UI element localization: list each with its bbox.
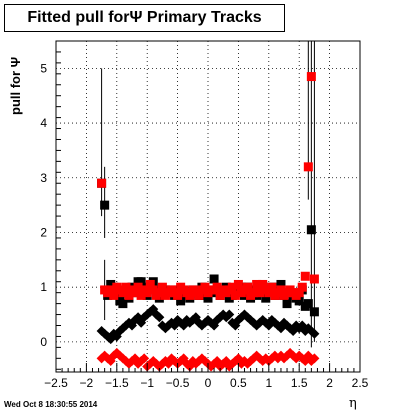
data-point-square xyxy=(212,282,222,292)
data-point-square xyxy=(267,282,277,292)
data-point-square xyxy=(243,282,253,292)
data-point-diamond xyxy=(154,312,165,323)
data-point-square xyxy=(282,299,292,309)
data-point-square xyxy=(142,288,152,298)
data-point-square xyxy=(306,225,316,235)
x-tick-label: −1.5 xyxy=(105,376,129,390)
y-tick-label: 3 xyxy=(40,171,47,185)
x-tick-label: −1 xyxy=(140,376,154,390)
y-axis-label: pull for Ψ xyxy=(8,56,23,115)
data-point-square xyxy=(297,282,307,292)
x-axis-label: η xyxy=(349,396,357,411)
data-point-diamond xyxy=(309,328,320,339)
data-point-square xyxy=(203,293,213,303)
data-point-square xyxy=(227,282,237,292)
data-point-square xyxy=(136,277,146,287)
data-point-square xyxy=(106,285,116,295)
data-markers xyxy=(96,72,320,372)
data-point-square xyxy=(264,288,274,298)
error-bars xyxy=(101,41,315,348)
data-point-square xyxy=(300,271,310,281)
y-tick-label: 2 xyxy=(40,225,47,239)
data-point-square xyxy=(118,288,128,298)
data-point-square xyxy=(249,288,259,298)
data-point-square xyxy=(124,290,134,300)
data-point-diamond xyxy=(224,309,235,320)
x-tick-label: 0.5 xyxy=(230,376,247,390)
data-point-square xyxy=(303,162,313,172)
data-point-square xyxy=(276,279,286,289)
x-tick-label: 2.5 xyxy=(352,376,369,390)
data-point-square xyxy=(230,290,240,300)
data-point-square xyxy=(194,290,204,300)
data-point-square xyxy=(157,282,167,292)
data-point-square xyxy=(154,288,164,298)
data-point-square xyxy=(294,288,304,298)
y-tick-label: 5 xyxy=(40,61,47,75)
y-tick-label: 0 xyxy=(40,335,47,349)
data-point-square xyxy=(258,279,268,289)
x-tick-label: 1.5 xyxy=(291,376,308,390)
date-stamp: Wed Oct 8 18:30:55 2014 xyxy=(4,400,98,409)
data-point-square xyxy=(309,274,319,284)
data-point-square xyxy=(276,285,286,295)
data-point-square xyxy=(261,293,271,303)
x-tick-label: 1 xyxy=(265,376,272,390)
x-tick-label: −0.5 xyxy=(166,376,190,390)
data-point-square xyxy=(215,290,225,300)
data-point-square xyxy=(145,279,155,289)
data-point-square xyxy=(121,282,131,292)
data-point-square xyxy=(303,299,313,309)
data-point-diamond xyxy=(309,353,320,364)
data-point-square xyxy=(176,296,186,306)
data-point-square xyxy=(200,282,210,292)
data-point-square xyxy=(109,290,119,300)
axis-ticks: −2.5 −2 −1.5 −1 −0.5 0 0.5 1 1.5 2 2.5 0 1 2 3 4 5 xyxy=(40,40,369,390)
data-point-square xyxy=(209,274,219,284)
data-point-square xyxy=(233,279,243,289)
data-point-square xyxy=(294,296,304,306)
data-point-square xyxy=(185,290,195,300)
data-point-square xyxy=(100,200,110,210)
x-tick-label: −2.5 xyxy=(44,376,68,390)
data-point-square xyxy=(97,178,107,188)
data-point-square xyxy=(252,279,262,289)
data-point-square xyxy=(118,299,128,309)
data-point-square xyxy=(173,290,183,300)
x-tick-label: 2 xyxy=(326,376,333,390)
x-tick-label: −2 xyxy=(80,376,94,390)
data-point-diamond xyxy=(139,353,150,364)
data-point-square xyxy=(255,288,265,298)
data-point-square xyxy=(136,290,146,300)
y-tick-label: 1 xyxy=(40,280,47,294)
chart-title: Fitted pull forΨ Primary Tracks xyxy=(4,4,285,32)
data-point-square xyxy=(306,72,316,82)
data-point-square xyxy=(309,307,319,317)
y-tick-label: 4 xyxy=(40,116,47,130)
data-point-square xyxy=(130,288,140,298)
data-point-square xyxy=(148,285,158,295)
data-point-square xyxy=(133,282,143,292)
x-tick-label: 0 xyxy=(205,376,212,390)
